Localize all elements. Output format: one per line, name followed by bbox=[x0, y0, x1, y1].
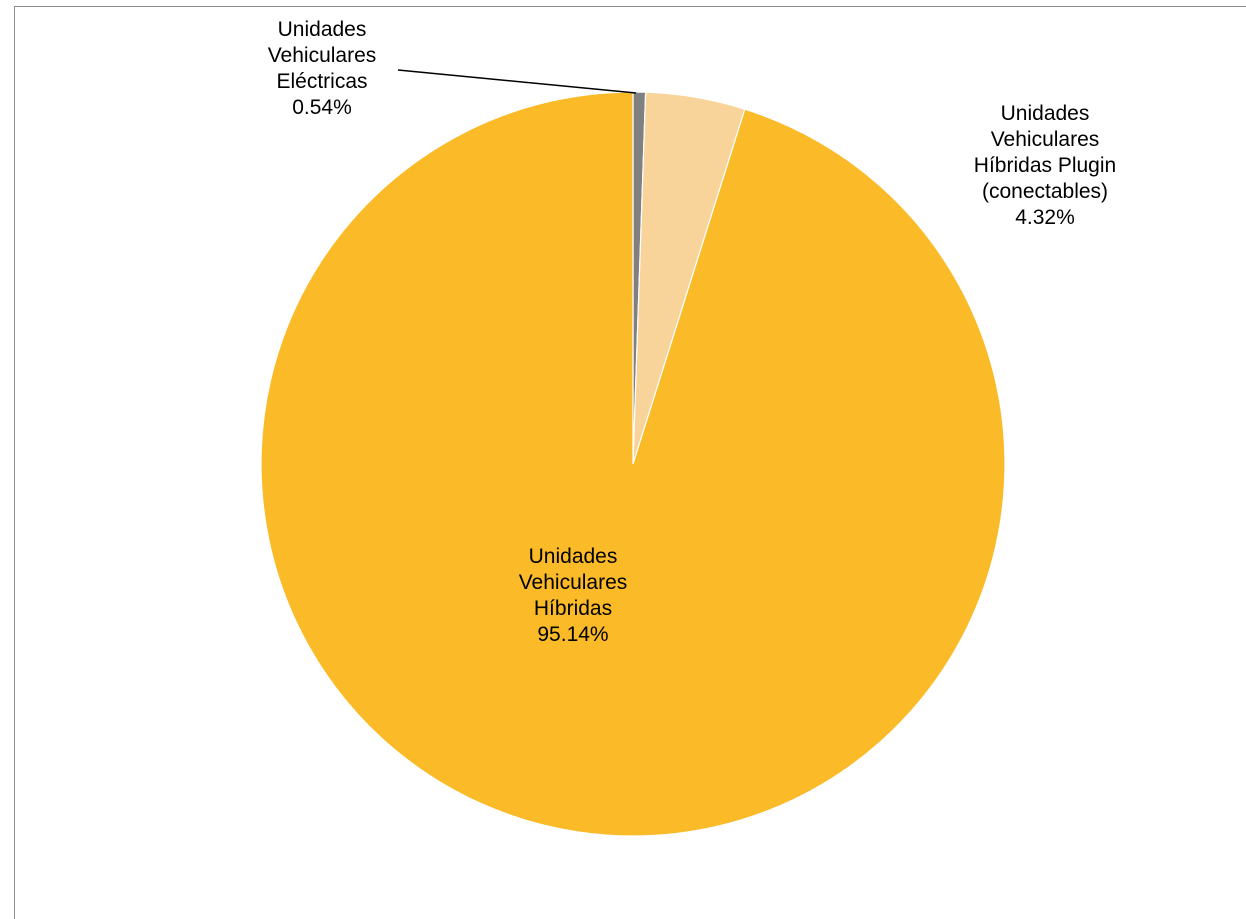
data-label-1-line-3: Eléctricas bbox=[276, 70, 367, 93]
data-label-3-line-3: Híbridas bbox=[534, 597, 612, 620]
data-label-3: Unidades Vehiculares Híbridas 95.14% bbox=[519, 545, 628, 646]
data-label-1-line-1: Unidades bbox=[278, 18, 367, 41]
data-label-2-line-5: 4.32% bbox=[1015, 206, 1075, 229]
data-label-2-line-3: Híbridas Plugin bbox=[974, 154, 1116, 177]
pie-slices bbox=[260, 91, 1006, 837]
data-label-1: Unidades Vehiculares Eléctricas 0.54% bbox=[268, 18, 377, 119]
data-label-2-line-4: (conectables) bbox=[982, 180, 1108, 203]
data-label-3-line-4: 95.14% bbox=[537, 623, 608, 646]
data-label-1-line-2: Vehiculares bbox=[268, 44, 377, 67]
pie-slice-3 bbox=[260, 91, 1006, 837]
leader-line-1 bbox=[397, 69, 637, 94]
data-label-3-line-1: Unidades bbox=[529, 545, 618, 568]
data-label-2-line-1: Unidades bbox=[1001, 102, 1090, 125]
data-label-2: Unidades Vehiculares Híbridas Plugin (conec… bbox=[974, 102, 1116, 229]
data-label-2-line-2: Vehiculares bbox=[991, 128, 1100, 151]
data-label-1-line-4: 0.54% bbox=[292, 96, 352, 119]
data-label-3-line-2: Vehiculares bbox=[519, 571, 628, 594]
